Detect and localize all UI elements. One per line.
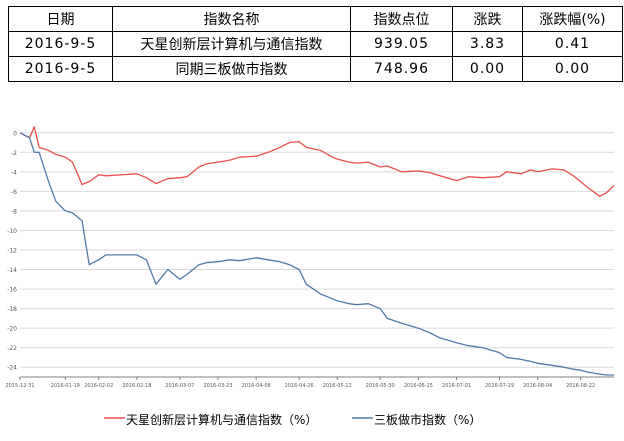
header-index-name: 指数名称 [112, 6, 351, 32]
cell-index-name: 天星创新层计算机与通信指数 [112, 31, 351, 57]
x-tick-label: 2016-05-12 [323, 383, 352, 389]
x-tick-label: 2016-02-18 [122, 383, 151, 389]
cell-index-level: 939.05 [350, 31, 453, 57]
y-tick-label: -20 [7, 326, 17, 333]
x-tick-label: 2016-03-07 [165, 383, 194, 389]
cell-index-name: 同期三板做市指数 [112, 56, 351, 82]
x-tick-label: 2016-06-15 [404, 383, 433, 389]
x-tick-label: 2016-08-22 [566, 383, 595, 389]
y-tick-label: -12 [7, 248, 17, 255]
y-tick-label: -18 [7, 306, 17, 313]
cell-change-pct: 0.00 [522, 56, 623, 82]
header-date: 日期 [8, 6, 113, 32]
legend-swatch-series1 [104, 417, 125, 419]
y-tick-label: -14 [7, 267, 17, 274]
header-change: 涨跌 [452, 6, 523, 32]
table-row: 2016-9-5 同期三板做市指数 748.96 0.00 0.00 [8, 56, 623, 82]
y-tick-label: -16 [7, 287, 17, 294]
x-tick-label: 2016-07-01 [442, 383, 471, 389]
y-tick-label: -8 [11, 208, 17, 215]
x-tick-label: 2016-02-02 [84, 383, 113, 389]
cell-date: 2016-9-5 [8, 56, 113, 82]
legend-label-series2: 三板做市指数（%） [374, 413, 482, 427]
table-row: 2016-9-5 天星创新层计算机与通信指数 939.05 3.83 0.41 [8, 31, 623, 57]
header-index-level: 指数点位 [350, 6, 453, 32]
series-line-1 [19, 126, 615, 197]
legend-swatch-series2 [352, 417, 373, 419]
series-line-2 [19, 132, 614, 376]
legend-label-series1: 天星创新层计算机与通信指数（%） [126, 413, 318, 427]
y-tick-label: -22 [7, 345, 17, 352]
cell-index-level: 748.96 [350, 56, 453, 82]
table-header-row: 日期 指数名称 指数点位 涨跌 涨跌幅(%) [8, 6, 623, 32]
cell-change: 0.00 [452, 56, 523, 82]
line-chart: 0 -2 -4 -6 -8 -10 -12 -14 -16 -18 -20 -22 -24 2015-12… [5, 126, 615, 389]
x-tick-label: 2016-08-04 [523, 383, 552, 389]
cell-change: 3.83 [452, 31, 523, 57]
x-tick-label: 2016-01-19 [51, 383, 80, 389]
header-change-pct: 涨跌幅(%) [522, 6, 623, 32]
y-tick-label: -10 [7, 228, 17, 235]
y-tick-label: 0 [13, 130, 17, 137]
x-tick-label: 2016-05-30 [366, 383, 395, 389]
x-tick-label: 2016-07-19 [485, 383, 514, 389]
cell-change-pct: 0.41 [522, 31, 623, 57]
y-tick-label: -2 [11, 150, 17, 157]
quote-table: 日期 指数名称 指数点位 涨跌 涨跌幅(%) 2016-9-5 天星创新层计算机… [8, 6, 623, 82]
y-tick-label: -24 [7, 365, 17, 372]
x-tick-label: 2016-03-23 [203, 383, 232, 389]
x-tick-label: 2016-04-26 [285, 383, 314, 389]
x-tick-label: 2016-04-08 [242, 383, 271, 389]
y-tick-label: -4 [11, 169, 17, 176]
x-tick-label: 2015-12-31 [5, 383, 34, 389]
cell-date: 2016-9-5 [8, 31, 113, 57]
y-tick-label: -6 [11, 189, 17, 196]
